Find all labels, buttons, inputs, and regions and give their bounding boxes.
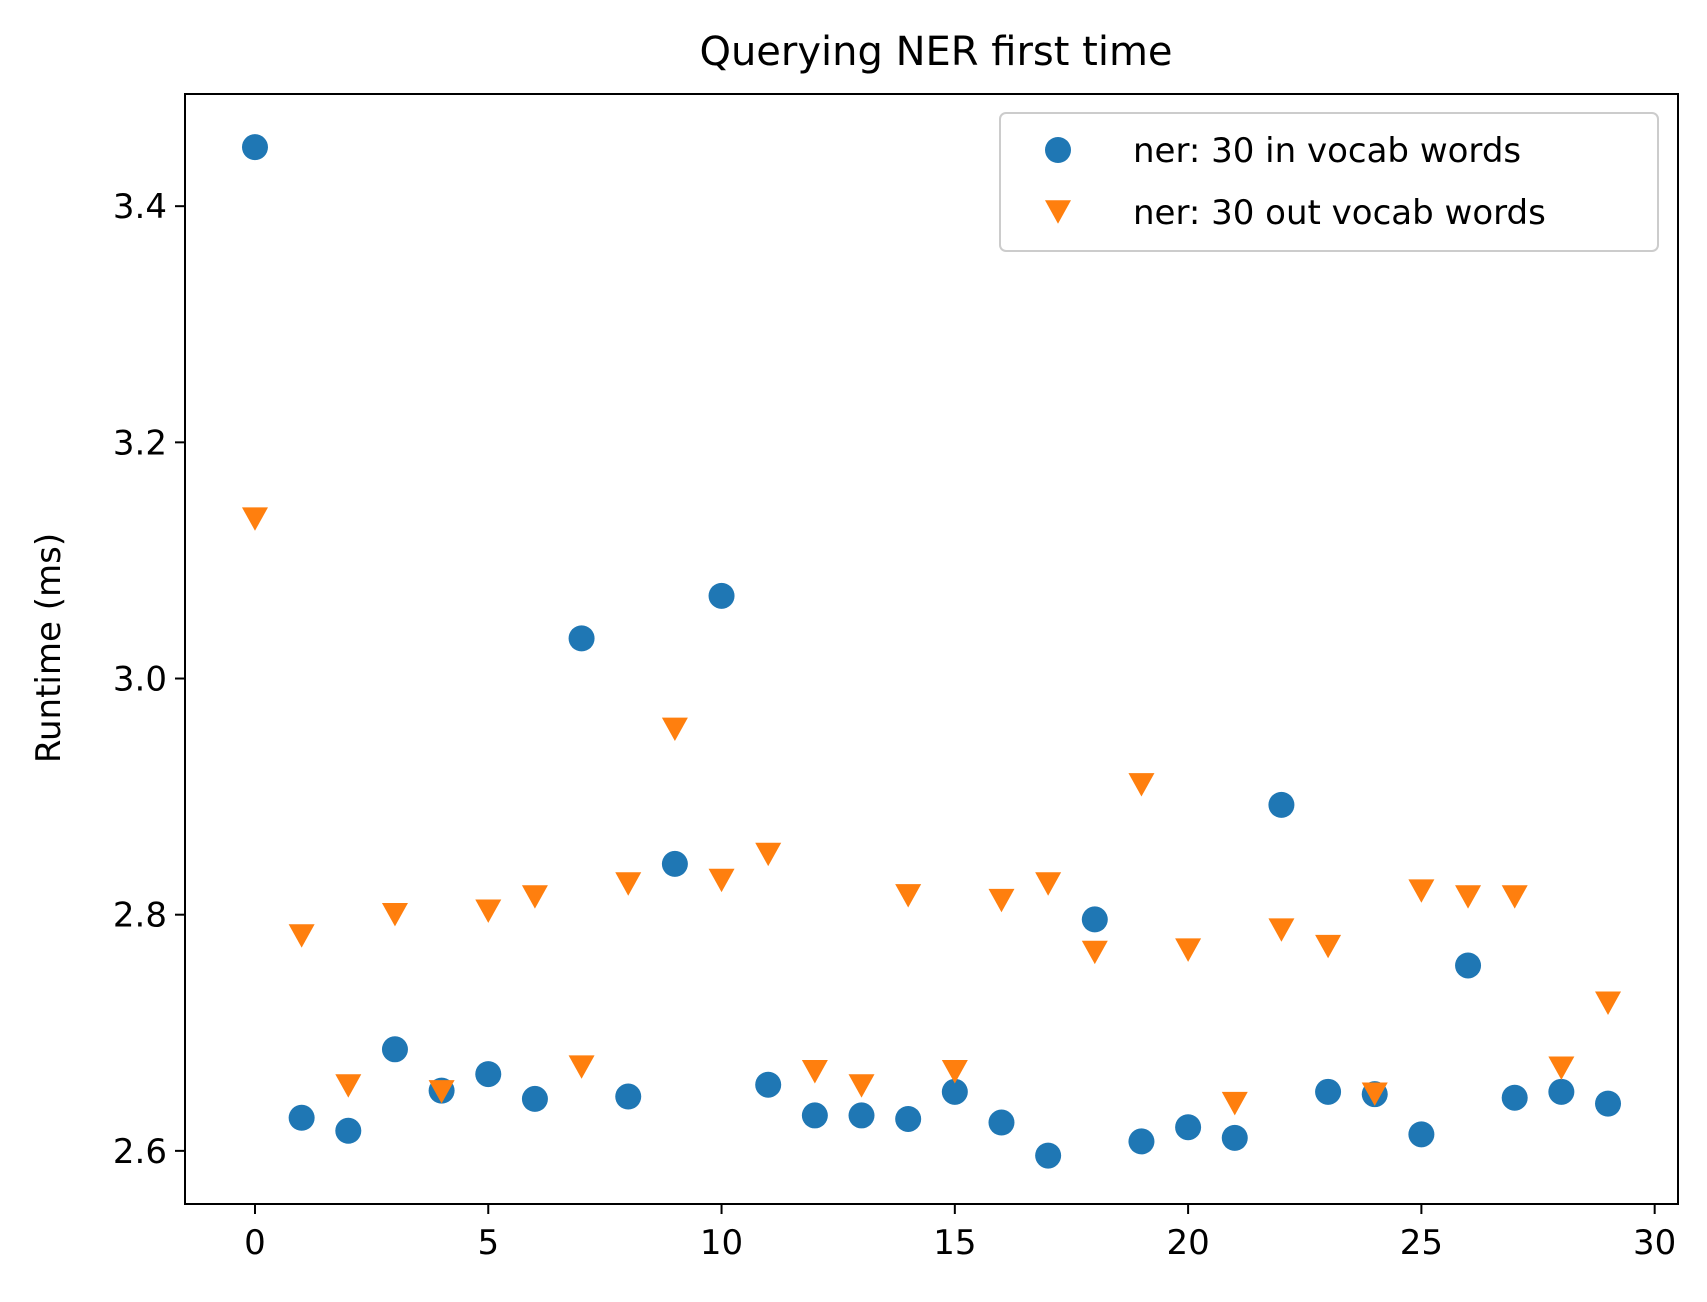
point-series-1 <box>335 1117 362 1144</box>
point-series-1 <box>1315 1078 1342 1105</box>
point-series-1 <box>241 134 268 161</box>
legend-label-series-2: ner: 30 out vocab words <box>1133 193 1546 233</box>
point-series-2 <box>1315 934 1342 959</box>
point-series-2 <box>428 1080 455 1104</box>
y-axis-label: Runtime (ms) <box>29 533 69 763</box>
point-series-2 <box>1595 991 1622 1015</box>
point-series-1 <box>521 1085 548 1112</box>
point-series-2 <box>1361 1082 1388 1106</box>
chart-title: Querying NER first time <box>699 29 1172 75</box>
point-series-1 <box>1175 1114 1202 1141</box>
point-series-2 <box>1548 1056 1575 1080</box>
point-series-2 <box>801 1060 828 1084</box>
point-series-1 <box>1035 1142 1062 1169</box>
point-series-1 <box>1501 1084 1528 1111</box>
point-series-2 <box>1268 918 1295 942</box>
point-series-1 <box>1221 1124 1248 1151</box>
point-series-2 <box>988 888 1015 913</box>
point-series-1 <box>568 625 595 652</box>
point-series-2 <box>568 1055 595 1079</box>
point-series-1 <box>708 582 735 609</box>
x-tick-label: 0 <box>244 1223 266 1263</box>
point-series-2 <box>1408 879 1435 903</box>
legend-label-series-1: ner: 30 in vocab words <box>1133 131 1521 171</box>
point-series-2 <box>381 902 408 927</box>
point-series-2 <box>1455 885 1482 909</box>
legend-marker-series-1 <box>1045 137 1071 163</box>
x-tick-label: 10 <box>700 1223 743 1263</box>
x-tick-label: 20 <box>1166 1223 1209 1263</box>
point-series-2 <box>755 842 782 867</box>
point-series-2 <box>1035 872 1062 896</box>
point-series-1 <box>1128 1128 1155 1155</box>
point-series-2 <box>521 885 548 909</box>
point-series-1 <box>1548 1078 1575 1105</box>
point-series-2 <box>848 1074 875 1098</box>
point-series-2 <box>615 872 642 896</box>
point-series-1 <box>1081 906 1108 933</box>
y-tick-label: 2.8 <box>113 896 167 936</box>
legend: ner: 30 in vocab words ner: 30 out vocab… <box>999 112 1659 252</box>
point-series-2 <box>1501 885 1528 909</box>
point-series-1 <box>1595 1090 1622 1117</box>
point-series-1 <box>288 1104 315 1131</box>
point-series-1 <box>1268 791 1295 818</box>
data-points <box>241 134 1622 1169</box>
point-series-2 <box>895 884 922 908</box>
point-series-2 <box>288 924 315 948</box>
point-series-2 <box>708 868 735 893</box>
point-series-2 <box>1128 773 1155 797</box>
point-series-1 <box>941 1078 968 1105</box>
point-series-1 <box>615 1083 642 1110</box>
x-tick-label: 25 <box>1400 1223 1443 1263</box>
point-series-1 <box>1455 952 1482 979</box>
y-tick-label: 3.0 <box>113 660 167 700</box>
point-series-2 <box>1221 1091 1248 1116</box>
point-series-2 <box>941 1060 968 1084</box>
legend-box <box>999 112 1659 252</box>
plot-frame <box>184 93 1679 1205</box>
point-series-2 <box>1175 938 1202 962</box>
point-series-1 <box>661 850 688 877</box>
point-series-2 <box>335 1074 362 1098</box>
point-series-2 <box>475 899 502 923</box>
point-series-1 <box>755 1071 782 1098</box>
x-tick-label: 15 <box>933 1223 976 1263</box>
point-series-1 <box>895 1105 922 1132</box>
legend-marker-series-2 <box>1045 200 1071 224</box>
point-series-1 <box>1408 1121 1435 1148</box>
point-series-1 <box>801 1102 828 1129</box>
y-tick-label: 3.4 <box>113 187 167 227</box>
y-tick-label: 3.2 <box>113 423 167 463</box>
axis-ticks: 0 5 10 15 20 25 30 2.6 2.8 3.0 3.2 3.4 <box>113 187 1676 1263</box>
point-series-1 <box>381 1036 408 1063</box>
point-series-2 <box>661 717 688 741</box>
point-series-1 <box>848 1102 875 1129</box>
point-series-1 <box>475 1061 502 1088</box>
point-series-2 <box>241 507 268 531</box>
point-series-1 <box>988 1109 1015 1136</box>
x-tick-label: 30 <box>1633 1223 1676 1263</box>
y-tick-label: 2.6 <box>113 1132 167 1172</box>
point-series-2 <box>1081 940 1108 965</box>
x-tick-label: 5 <box>477 1223 499 1263</box>
